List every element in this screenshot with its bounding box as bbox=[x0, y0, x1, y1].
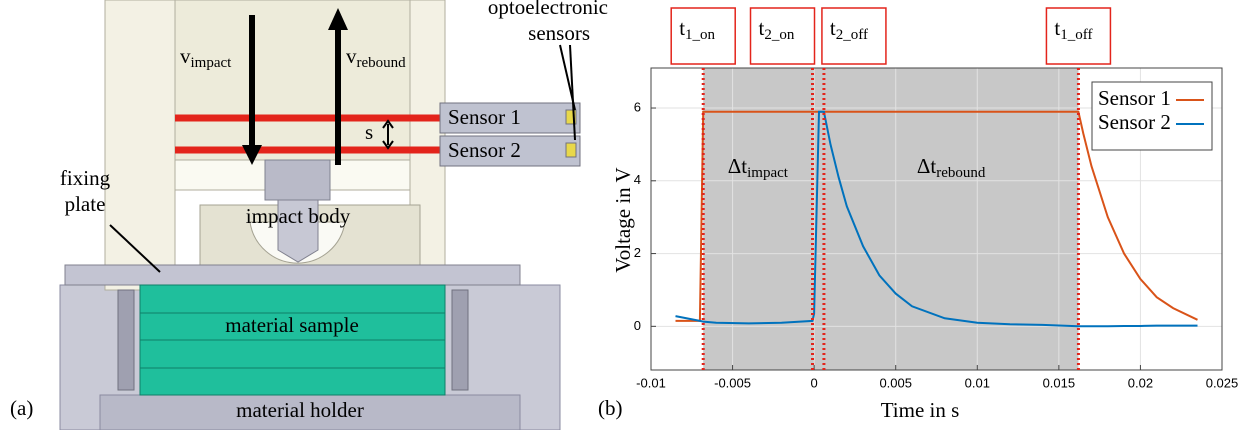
subscript: 2_off bbox=[836, 27, 868, 43]
impact-body-label: impact body bbox=[246, 204, 351, 228]
subscript: impact bbox=[747, 165, 789, 181]
x-tick-label: 0 bbox=[811, 375, 818, 390]
y-tick-label: 2 bbox=[634, 245, 641, 260]
sensors-label: optoelectronic bbox=[488, 0, 608, 19]
x-axis-label: Time in s bbox=[881, 398, 960, 422]
sensors-label: sensors bbox=[528, 21, 590, 45]
x-tick-label: 0.005 bbox=[879, 375, 912, 390]
y-tick-label: 4 bbox=[634, 172, 641, 187]
sensor-label: Sensor 1 bbox=[448, 105, 521, 129]
y-axis-label: Voltage in V bbox=[611, 167, 635, 272]
symbol: Δt bbox=[728, 154, 748, 178]
impact-body-head bbox=[265, 160, 330, 200]
figure: (a) optoelectronic sensors Sensor 1 Sens… bbox=[0, 0, 1244, 430]
subscript: rebound bbox=[936, 165, 986, 181]
x-tick-label: 0.015 bbox=[1043, 375, 1076, 390]
left-pillar bbox=[105, 0, 175, 290]
cylinder bbox=[175, 0, 410, 160]
bolt bbox=[118, 290, 134, 390]
symbol: Δt bbox=[917, 154, 937, 178]
fixing-plate-label: fixing bbox=[60, 166, 111, 190]
subscript: rebound bbox=[357, 55, 407, 71]
legend-label: Sensor 1 bbox=[1098, 86, 1171, 110]
x-tick-label: 0.01 bbox=[965, 375, 990, 390]
x-tick-label: -0.005 bbox=[714, 375, 751, 390]
subscript: 2_on bbox=[764, 27, 795, 43]
subscript: 1_on bbox=[685, 27, 716, 43]
panel-label: (b) bbox=[598, 396, 623, 420]
x-tick-label: -0.01 bbox=[636, 375, 666, 390]
subscript: 1_off bbox=[1060, 27, 1092, 43]
fixing-plate-label: plate bbox=[65, 192, 106, 216]
page: {"panel_a": {"panel_label": "(a)", "sens… bbox=[0, 0, 1244, 435]
sample-label: material sample bbox=[225, 313, 359, 337]
x-tick-label: 0.025 bbox=[1206, 375, 1239, 390]
bolt bbox=[452, 290, 468, 390]
symbol: v bbox=[346, 44, 357, 68]
distance-label: s bbox=[365, 120, 373, 144]
legend-label: Sensor 2 bbox=[1098, 110, 1171, 134]
x-tick-label: 0.02 bbox=[1128, 375, 1153, 390]
y-tick-label: 6 bbox=[634, 99, 641, 114]
y-tick-label: 0 bbox=[634, 318, 641, 333]
sensor-2-pins bbox=[566, 143, 576, 157]
subscript: impact bbox=[191, 55, 233, 71]
panel-label: (a) bbox=[10, 396, 33, 420]
fixing-plate-shape bbox=[65, 265, 520, 285]
sensor-label: Sensor 2 bbox=[448, 138, 521, 162]
holder-label: material holder bbox=[236, 398, 364, 422]
symbol: v bbox=[180, 44, 191, 68]
